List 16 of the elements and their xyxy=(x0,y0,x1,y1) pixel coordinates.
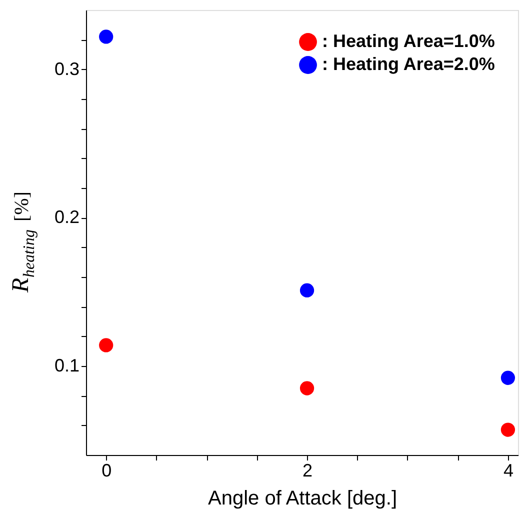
y-axis-title: Rheating [%] xyxy=(8,192,38,294)
y-tick-label: 0.1 xyxy=(54,356,80,376)
y-tick-label: 0.3 xyxy=(54,58,80,79)
point xyxy=(300,381,314,396)
y-tick-label: 0.2 xyxy=(54,207,80,228)
x-tick-label: 2 xyxy=(302,460,313,480)
x-tick-label: 4 xyxy=(503,460,514,480)
x-tick-label: 0 xyxy=(102,460,112,480)
point xyxy=(500,422,516,437)
point xyxy=(99,30,114,44)
point xyxy=(99,338,114,352)
x-axis-title: Angle of Attack [deg.] xyxy=(208,488,398,510)
legend-label: : Heating Area=1.0% xyxy=(322,31,495,51)
legend-label: : Heating Area=2.0% xyxy=(322,54,495,74)
point xyxy=(300,283,314,298)
point xyxy=(500,370,516,385)
